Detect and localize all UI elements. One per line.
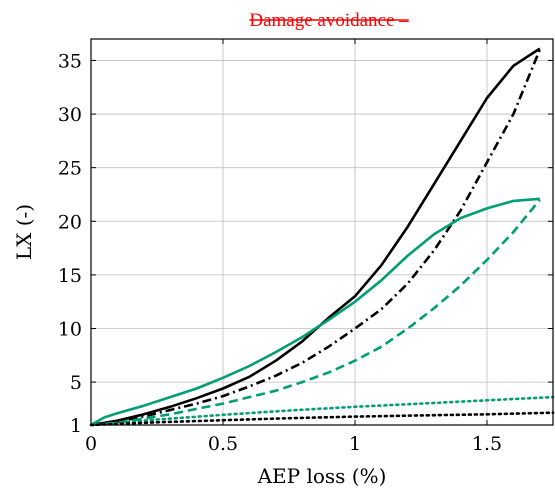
series-line-1 xyxy=(90,47,541,427)
y-tick-label: 35 xyxy=(58,50,82,72)
x-tick-label: 0 xyxy=(85,433,97,455)
y-tick-label: 5 xyxy=(70,372,82,394)
y-tick-label: 30 xyxy=(58,104,82,126)
x-axis-label: AEP loss (%) xyxy=(257,464,387,488)
series-line-3 xyxy=(90,197,540,427)
series-line-4 xyxy=(90,198,541,427)
grid-lines xyxy=(91,39,553,425)
series-line-5 xyxy=(89,395,555,427)
series-line-6 xyxy=(89,411,555,427)
plot-frame xyxy=(90,38,554,426)
y-tick-label: 20 xyxy=(58,211,82,233)
x-tick-labels: 0 0.5 1 1.5 xyxy=(85,433,502,455)
y-tick-label: 1 xyxy=(70,415,82,437)
series-group xyxy=(89,47,555,427)
x-tick-label: 1 xyxy=(349,433,361,455)
y-tick-label: 10 xyxy=(58,319,82,341)
y-tick-label: 15 xyxy=(58,265,82,287)
series-line-2 xyxy=(90,49,542,427)
tick-marks xyxy=(90,39,553,426)
x-tick-label: 0.5 xyxy=(208,433,238,455)
y-tick-label: 25 xyxy=(58,158,82,180)
y-axis-label: LX (-) xyxy=(12,204,36,260)
x-tick-label: 1.5 xyxy=(472,433,502,455)
